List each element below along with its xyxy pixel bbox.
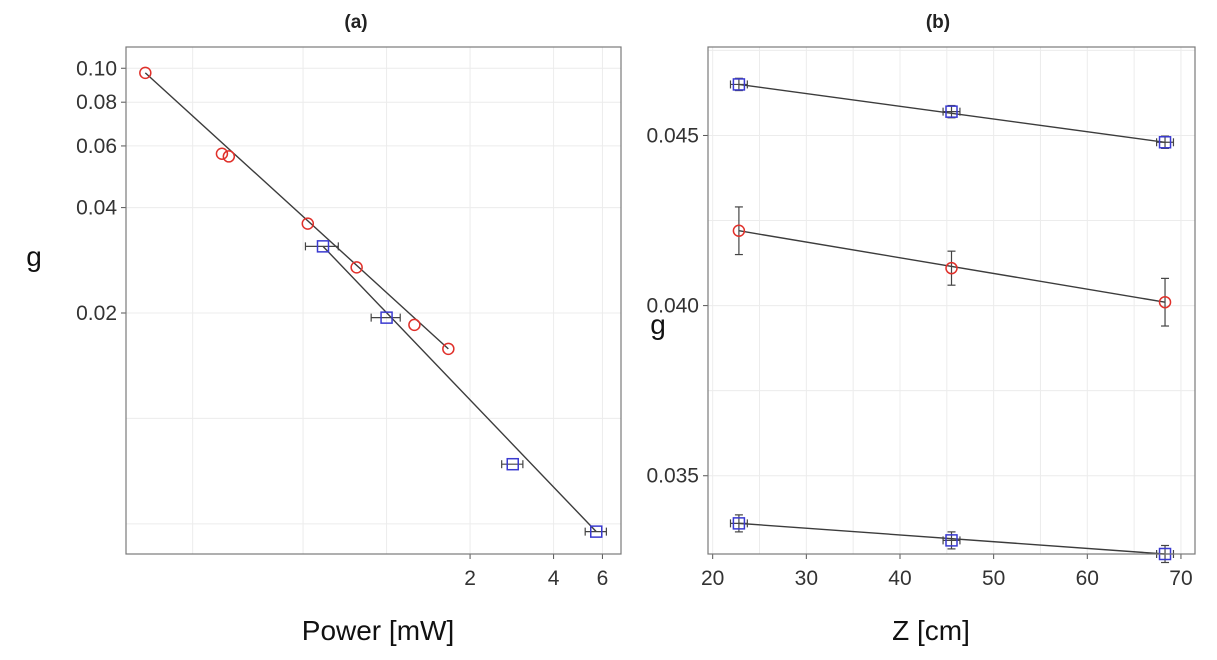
data-point-circle (215, 147, 229, 160)
panel-a-y-ticks: 0.02 0.04 0.06 0.08 0.10 (76, 57, 126, 325)
data-point-square (945, 105, 958, 118)
y-tick-label: 0.04 (76, 197, 117, 220)
data-point-circle (222, 150, 236, 163)
y-tick-label: 0.06 (76, 135, 117, 158)
x-tick-label: 20 (701, 567, 724, 590)
y-tick-label: 0.10 (76, 57, 117, 80)
panel-b-y-label: g (650, 309, 666, 340)
y-tick-label: 0.035 (646, 465, 699, 488)
data-point-circle (945, 261, 958, 275)
data-point-circle (139, 66, 152, 80)
panel-a-grid (126, 47, 621, 554)
panel-a-fit-lines (144, 72, 597, 533)
data-point-circle (442, 342, 455, 356)
panel-b-grid (708, 47, 1195, 554)
panel-a-plot-area (126, 47, 621, 554)
x-tick-label: 60 (1076, 567, 1099, 590)
data-point-circle (350, 261, 363, 274)
data-point-circle (1158, 295, 1172, 309)
y-tick-label: 0.045 (646, 124, 699, 147)
data-point-circle (732, 224, 746, 237)
data-point-square (316, 240, 330, 253)
x-tick-label: 4 (548, 567, 560, 590)
x-tick-label: 2 (464, 567, 476, 590)
panel-a-points (139, 66, 607, 538)
data-point-square (506, 457, 519, 471)
panel-a-title: (a) (344, 12, 367, 33)
data-point-square (732, 517, 746, 530)
x-tick-label: 70 (1169, 567, 1192, 590)
panel-b-x-label: Z [cm] (892, 615, 970, 646)
data-point-circle (408, 318, 421, 332)
y-tick-label: 0.08 (76, 91, 117, 114)
data-point-square (945, 534, 958, 547)
panel-a-frame (125, 46, 622, 555)
data-point-square (380, 311, 393, 324)
data-point-square (732, 78, 746, 91)
panel-a-x-label: Power [mW] (302, 615, 454, 646)
x-tick-label: 50 (982, 567, 1005, 590)
panel-b-x-ticks: 20 30 40 50 60 70 (701, 554, 1193, 590)
panel-a-x-ticks: 2 4 6 (464, 554, 608, 590)
x-tick-label: 40 (888, 567, 911, 590)
y-tick-label: 0.040 (646, 295, 699, 318)
panel-a-y-label: g (26, 241, 42, 272)
panel-b-y-ticks: 0.035 0.040 0.045 (646, 124, 708, 488)
panel-b-plot-area (708, 47, 1195, 554)
panel-b-title: (b) (926, 12, 950, 33)
x-tick-label: 6 (597, 567, 609, 590)
fit-line (322, 245, 597, 533)
fit-line (144, 72, 449, 350)
panel-b-points (729, 77, 1175, 564)
data-point-circle (301, 217, 315, 230)
panel-b-frame (707, 46, 1196, 555)
x-tick-label: 30 (795, 567, 818, 590)
data-point-square (589, 525, 603, 538)
y-tick-label: 0.02 (76, 302, 117, 325)
data-point-square (1158, 136, 1172, 149)
